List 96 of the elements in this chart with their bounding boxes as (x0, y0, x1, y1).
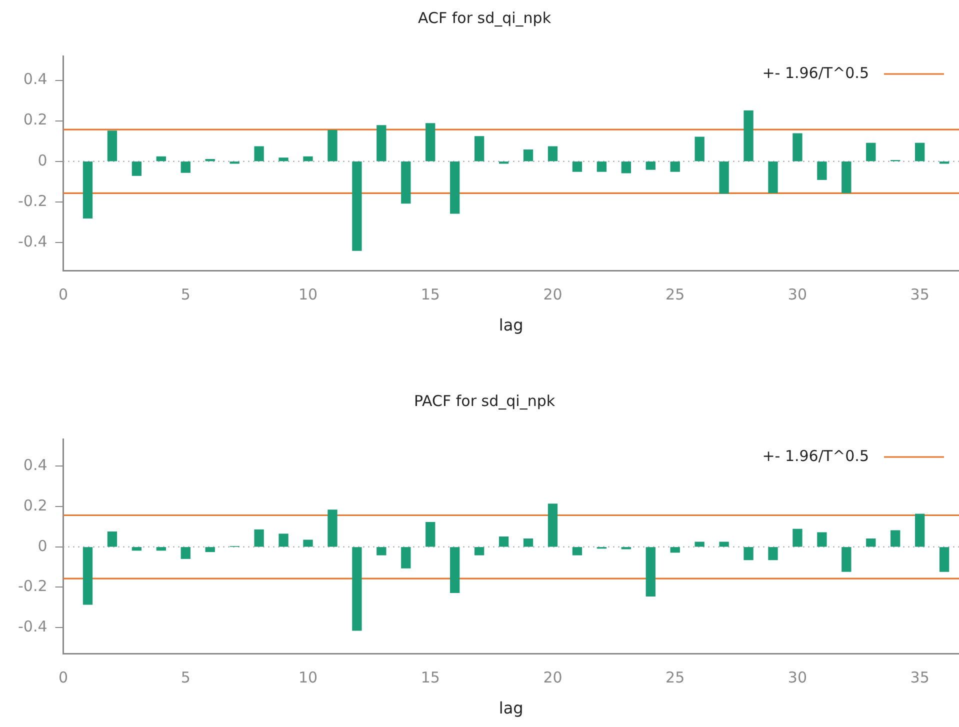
bar (744, 110, 754, 162)
bar (719, 542, 729, 547)
bar (548, 504, 558, 547)
bar (768, 547, 778, 560)
bar (817, 162, 827, 180)
x-tick-label: 25 (666, 668, 685, 687)
chart-title: PACF for sd_qi_npk (414, 392, 556, 410)
x-tick-label: 35 (910, 286, 930, 304)
legend-label: +- 1.96/T^0.5 (762, 64, 869, 82)
y-tick-label: 0.2 (23, 110, 48, 129)
bar (401, 547, 411, 568)
bar (670, 162, 680, 172)
bar (376, 547, 386, 556)
x-tick-label: 25 (666, 286, 685, 304)
bar (890, 530, 900, 547)
y-tick-label: 0.4 (23, 456, 48, 474)
bar (426, 522, 436, 547)
y-tick-label: 0.2 (23, 496, 48, 514)
bar (401, 162, 411, 204)
chart-title: ACF for sd_qi_npk (418, 8, 552, 27)
bar (328, 130, 338, 162)
bar (376, 125, 386, 162)
bar (156, 156, 166, 162)
bar (744, 547, 754, 560)
bar (498, 536, 509, 547)
x-tick-label: 15 (420, 286, 440, 304)
y-tick-label: 0 (38, 151, 48, 170)
bar (572, 162, 582, 172)
bar (523, 149, 534, 162)
bar (450, 547, 460, 594)
bar (426, 123, 436, 162)
bar (474, 136, 484, 162)
x-tick-label: 20 (543, 668, 562, 687)
x-tick-label: 5 (180, 668, 190, 687)
bar (596, 162, 607, 172)
bar (915, 142, 925, 162)
bar (82, 547, 93, 605)
bar (303, 540, 313, 547)
bar (180, 547, 190, 559)
bar (523, 538, 534, 547)
x-tick-label: 20 (543, 286, 562, 304)
x-axis-title: lag (498, 316, 524, 335)
bar (646, 547, 656, 596)
bar (352, 547, 362, 631)
bar (205, 547, 215, 552)
bar (842, 162, 852, 194)
bar (817, 532, 827, 547)
bar (866, 538, 876, 547)
bar (939, 547, 950, 572)
bar (548, 146, 558, 162)
bar (792, 528, 802, 547)
x-tick-label: 0 (58, 668, 68, 687)
bar (107, 130, 118, 162)
bar (915, 514, 925, 547)
y-tick-label: -0.4 (18, 617, 48, 636)
bar (254, 146, 264, 162)
bar (156, 547, 166, 551)
legend-label: +- 1.96/T^0.5 (762, 446, 869, 465)
x-tick-label: 0 (58, 286, 68, 304)
bar (572, 547, 582, 556)
x-tick-label: 15 (420, 668, 440, 687)
x-axis-title: lag (498, 698, 524, 718)
y-tick-label: 0 (38, 536, 48, 555)
y-tick-label: -0.2 (18, 192, 48, 210)
x-tick-label: 30 (788, 668, 808, 687)
x-tick-label: 10 (298, 668, 318, 687)
bar (474, 547, 484, 556)
bar (450, 162, 460, 214)
x-tick-label: 5 (180, 286, 190, 304)
bar (670, 547, 680, 553)
bar (180, 162, 190, 173)
bar (352, 162, 362, 251)
bar (792, 133, 802, 162)
bar (866, 142, 876, 162)
bar (303, 156, 313, 162)
bar (278, 158, 288, 162)
bar (768, 162, 778, 194)
x-tick-label: 30 (788, 286, 808, 304)
bar (82, 162, 93, 218)
bar (107, 531, 118, 547)
bar (132, 547, 142, 551)
bar (278, 534, 288, 547)
bar (719, 162, 729, 194)
bar (254, 529, 264, 547)
y-tick-label: -0.2 (18, 577, 48, 596)
bar (132, 162, 142, 176)
y-tick-label: -0.4 (18, 232, 48, 250)
y-tick-label: 0.4 (23, 70, 48, 88)
bar (694, 542, 704, 547)
x-tick-label: 10 (298, 286, 318, 304)
bar (842, 547, 852, 572)
bar (694, 136, 704, 162)
x-tick-label: 35 (910, 668, 930, 687)
bar (646, 162, 656, 170)
bar (621, 162, 631, 174)
bar (328, 510, 338, 547)
